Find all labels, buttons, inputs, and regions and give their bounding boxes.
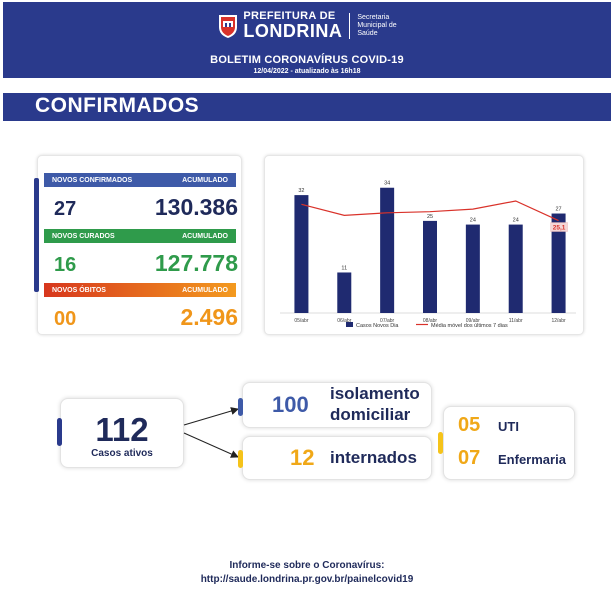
hospitalized-number: 12	[290, 445, 315, 470]
moving-average-line	[301, 200, 559, 222]
deaths-accum-label: ACUMULADO	[182, 286, 228, 294]
bar-08/abr	[423, 220, 437, 313]
deaths-label: NOVOS ÓBITOS	[52, 286, 106, 294]
arrow-to-isolation	[183, 407, 239, 426]
moving-average-last-label-box	[550, 222, 568, 232]
hospital-split-card	[443, 406, 575, 480]
bar-label-12/abr: 27	[556, 207, 562, 213]
confirmed-accum-label: ACUMULADO	[182, 176, 228, 184]
active-cases-accent	[57, 418, 62, 446]
hospital-split-accent	[438, 432, 443, 454]
x-tick-09/abr: 09/abr	[466, 318, 481, 324]
moving-average-last-label: 25,1	[553, 225, 566, 232]
active-cases-card	[60, 398, 184, 468]
bar-label-07/abr: 34	[384, 181, 390, 187]
recovered-total: 127.778	[154, 250, 238, 276]
icu-label: UTI	[498, 419, 519, 434]
ward-number: 07	[458, 447, 481, 469]
confirmed-label: NOVOS CONFIRMADOS	[52, 176, 133, 184]
section-title: CONFIRMADOS	[35, 94, 200, 117]
bar-label-06/abr: 11	[341, 265, 347, 271]
bar-12/abr	[551, 213, 566, 313]
active-cases-label: Casos ativos	[91, 448, 153, 459]
footer-info: Informe-se sobre o Coronavírus:	[229, 560, 385, 571]
logo-city: LONDRINA	[243, 21, 343, 41]
bar-07/abr	[380, 187, 395, 313]
cases-chart: 32 05/abr 11 06/abr 34 07/abr 25 08/abr 24 09/abr…	[280, 181, 576, 329]
logo: PREFEITURA DE LONDRINA Secretaria Munici…	[3, 11, 611, 40]
bar-11/abr	[508, 224, 523, 313]
x-tick-08/abr: 08/abr	[423, 318, 438, 324]
deaths-band: NOVOS ÓBITOS ACUMULADO	[44, 283, 236, 297]
deaths-total: 2.496	[180, 304, 238, 330]
recovered-label: NOVOS CURADOS	[52, 232, 115, 240]
bar-label-11/abr: 24	[513, 218, 519, 224]
x-tick-12/abr: 12/abr	[551, 318, 566, 324]
confirmed-daily: 27	[54, 198, 77, 220]
bar-label-08/abr: 25	[427, 214, 433, 220]
stats-accent	[34, 178, 39, 292]
home-isolation-number: 100	[272, 392, 309, 417]
flow-arrows	[183, 407, 239, 458]
deaths-row: 00 2.496	[44, 304, 238, 331]
footer-link[interactable]: http://saude.londrina.pr.gov.br/painelco…	[200, 574, 414, 585]
confirmed-band: NOVOS CONFIRMADOS ACUMULADO	[44, 173, 236, 187]
recovered-daily: 16	[54, 254, 77, 276]
hospitalized-accent	[238, 450, 243, 468]
bulletin-date: 12/04/2022 - atualizado às 16h18	[253, 68, 361, 75]
section-bar: CONFIRMADOS	[3, 93, 611, 121]
x-tick-05/abr: 05/abr	[294, 318, 309, 324]
bar-09/abr	[465, 224, 480, 313]
legend-bar-label: Casos Novos Dia	[356, 323, 399, 329]
active-cases-number: 112	[95, 411, 149, 448]
ward-label: Enfermaria	[498, 452, 566, 467]
arrow-to-hospitalized	[183, 432, 239, 458]
bar-label-09/abr: 24	[470, 218, 476, 224]
bar-06/abr	[337, 272, 352, 313]
hospitalized-label: internados	[330, 448, 417, 467]
legend-line-label: Média móvel dos últimos 7 dias	[431, 323, 508, 329]
deaths-daily: 00	[54, 308, 77, 330]
confirmed-total: 130.386	[154, 194, 238, 220]
recovered-band: NOVOS CURADOS ACUMULADO	[44, 229, 236, 243]
city-crest-icon	[219, 14, 238, 38]
logo-secretariat: Secretaria Municipal de Saúde	[357, 13, 397, 37]
icu-number: 05	[458, 414, 481, 436]
x-tick-06/abr: 06/abr	[337, 318, 352, 324]
x-tick-11/abr: 11/abr	[509, 318, 523, 324]
recovered-row: 16 127.778	[44, 250, 238, 277]
logo-prefix: PREFEITURA DE	[243, 10, 336, 22]
home-isolation-card	[242, 382, 432, 428]
recovered-accum-label: ACUMULADO	[182, 232, 228, 240]
x-tick-07/abr: 07/abr	[380, 318, 395, 324]
bar-05/abr	[294, 195, 309, 313]
home-isolation-label: isolamento domiciliar	[330, 384, 420, 424]
bulletin-title: BOLETIM CORONAVÍRUS COVID-19	[210, 54, 404, 66]
bar-label-05/abr: 32	[298, 188, 304, 194]
header-banner: PREFEITURA DE LONDRINA Secretaria Munici…	[3, 2, 611, 78]
home-isolation-accent	[238, 398, 243, 416]
hospitalized-card	[242, 436, 432, 480]
confirmed-row: 27 130.386	[44, 194, 238, 221]
legend-bar-swatch	[346, 322, 353, 327]
